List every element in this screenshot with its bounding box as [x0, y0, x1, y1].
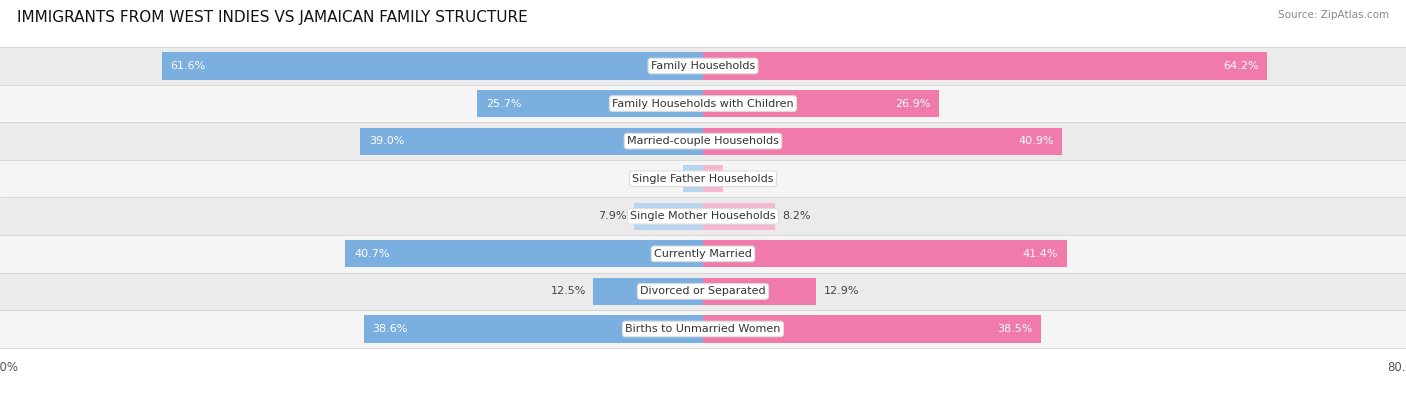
- Bar: [360, 128, 703, 155]
- Bar: [346, 240, 703, 267]
- Bar: [0, 310, 1406, 348]
- Text: Divorced or Separated: Divorced or Separated: [640, 286, 766, 296]
- Bar: [0, 85, 1406, 122]
- Text: 26.9%: 26.9%: [896, 99, 931, 109]
- Bar: [683, 165, 703, 192]
- Text: 64.2%: 64.2%: [1223, 61, 1258, 71]
- Text: 38.6%: 38.6%: [373, 324, 408, 334]
- Bar: [364, 316, 703, 342]
- Bar: [0, 47, 1406, 85]
- Bar: [0, 198, 1406, 235]
- Text: 12.5%: 12.5%: [551, 286, 586, 296]
- Text: 25.7%: 25.7%: [486, 99, 522, 109]
- Bar: [703, 240, 1067, 267]
- Bar: [0, 235, 1406, 273]
- Bar: [703, 90, 939, 117]
- Bar: [703, 203, 775, 230]
- Bar: [703, 316, 1042, 342]
- Bar: [477, 90, 703, 117]
- Bar: [703, 53, 1267, 79]
- Text: Single Mother Households: Single Mother Households: [630, 211, 776, 221]
- Bar: [0, 273, 1406, 310]
- Text: 8.2%: 8.2%: [782, 211, 811, 221]
- Bar: [703, 128, 1063, 155]
- Bar: [162, 53, 703, 79]
- Text: 38.5%: 38.5%: [997, 324, 1032, 334]
- Bar: [0, 160, 1406, 198]
- Text: IMMIGRANTS FROM WEST INDIES VS JAMAICAN FAMILY STRUCTURE: IMMIGRANTS FROM WEST INDIES VS JAMAICAN …: [17, 10, 527, 25]
- Text: Family Households with Children: Family Households with Children: [612, 99, 794, 109]
- Text: 40.7%: 40.7%: [354, 249, 389, 259]
- Text: Source: ZipAtlas.com: Source: ZipAtlas.com: [1278, 10, 1389, 20]
- Text: 12.9%: 12.9%: [824, 286, 859, 296]
- Text: 2.3%: 2.3%: [730, 174, 759, 184]
- Text: 39.0%: 39.0%: [368, 136, 405, 146]
- Text: Family Households: Family Households: [651, 61, 755, 71]
- Text: 61.6%: 61.6%: [170, 61, 205, 71]
- Bar: [593, 278, 703, 305]
- Bar: [703, 165, 723, 192]
- Text: 41.4%: 41.4%: [1022, 249, 1057, 259]
- Bar: [703, 278, 817, 305]
- Bar: [634, 203, 703, 230]
- Text: 2.3%: 2.3%: [647, 174, 676, 184]
- Bar: [0, 122, 1406, 160]
- Text: Married-couple Households: Married-couple Households: [627, 136, 779, 146]
- Text: 7.9%: 7.9%: [598, 211, 627, 221]
- Text: Births to Unmarried Women: Births to Unmarried Women: [626, 324, 780, 334]
- Text: 40.9%: 40.9%: [1018, 136, 1053, 146]
- Text: Single Father Households: Single Father Households: [633, 174, 773, 184]
- Text: Currently Married: Currently Married: [654, 249, 752, 259]
